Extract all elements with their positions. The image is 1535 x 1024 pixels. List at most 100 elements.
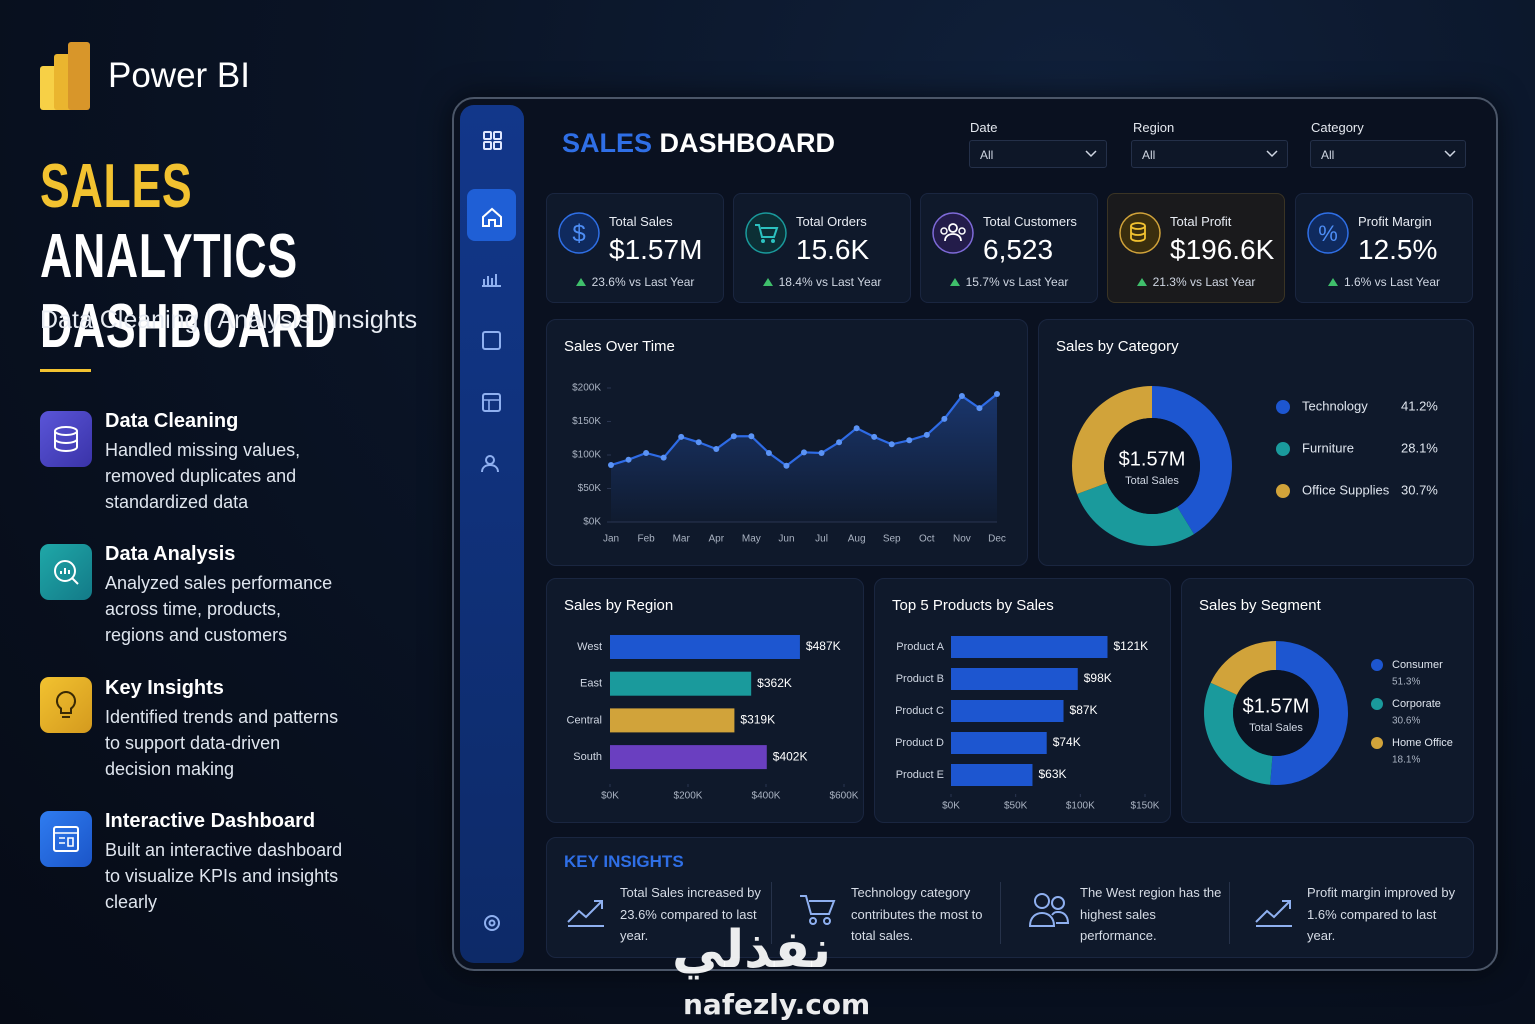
data-label: $362K — [757, 676, 792, 690]
kpi-change: 23.6% vs Last Year — [591, 275, 695, 289]
donut-segment — [1152, 386, 1232, 535]
legend-dot — [1276, 400, 1290, 414]
insight-icon — [1028, 893, 1070, 927]
filter-label: Category — [1311, 120, 1364, 135]
power-bi-logo — [40, 42, 90, 110]
chart-panel: Sales by Region $0K $200K $400K $600K West $48… — [546, 578, 864, 823]
point — [608, 462, 614, 469]
hero-title-highlight: SALES — [40, 152, 193, 221]
x-tick-label: Oct — [919, 534, 935, 545]
y-tick-label: Product E — [896, 769, 944, 781]
filter-value: All — [1321, 148, 1335, 162]
x-tick-label: $100K — [1066, 801, 1095, 812]
insight-icon — [800, 895, 836, 925]
chart-title: Sales by Category — [1056, 338, 1179, 355]
feature-text: Built an interactive dashboard to visual… — [105, 840, 343, 912]
kpi-value: $196.6K — [1170, 234, 1275, 265]
x-tick-label: Mar — [673, 534, 691, 545]
x-tick-label: Feb — [637, 534, 655, 545]
legend-value: 51.3% — [1392, 677, 1420, 688]
point — [765, 449, 772, 456]
point — [643, 449, 650, 456]
y-tick-label: West — [577, 641, 602, 653]
point — [748, 433, 755, 440]
point — [958, 393, 965, 400]
kpi-card: Total Customers 6,523 15.7% vs Last Year — [920, 193, 1098, 303]
insight-icon — [567, 900, 604, 927]
y-tick-label: Product B — [896, 673, 944, 685]
point — [818, 449, 825, 456]
x-tick-label: Jan — [603, 534, 619, 545]
point — [678, 433, 685, 440]
data-label: $487K — [806, 639, 841, 653]
y-tick-label: Product D — [895, 737, 944, 749]
legend-dot — [1371, 698, 1383, 710]
x-tick-label: Aug — [848, 534, 866, 545]
bar — [610, 635, 800, 659]
y-tick-label: South — [573, 751, 602, 763]
center-label: Total Sales — [1249, 722, 1303, 734]
center-label: Total Sales — [1125, 475, 1179, 487]
filter-dropdown[interactable]: All — [1131, 140, 1288, 168]
filter-value: All — [1142, 148, 1156, 162]
sidebar-icons — [467, 131, 516, 931]
kpi-card: % Profit Margin 12.5% 1.6% vs Last Year — [1295, 193, 1473, 303]
legend-label: Home Office — [1392, 737, 1453, 749]
x-tick-label: Dec — [988, 534, 1006, 545]
nav-home[interactable] — [467, 189, 516, 241]
filter-dropdown[interactable]: All — [1310, 140, 1466, 168]
x-tick-label: $200K — [674, 791, 703, 802]
chart-panel: Sales by Segment Consumer 51.3% Corporate 30… — [1181, 578, 1474, 823]
x-tick-label: $0K — [942, 801, 960, 812]
kpi-label: Total Sales — [609, 214, 673, 229]
legend-value: 18.1% — [1392, 755, 1420, 766]
kpi-value: $1.57M — [609, 234, 703, 265]
insight-text: Profit margin improved by 1.6% compared … — [1307, 885, 1456, 943]
bar — [951, 700, 1064, 722]
y-tick-label: $0K — [583, 517, 601, 528]
bar — [610, 745, 767, 770]
point — [660, 454, 667, 461]
bar — [610, 708, 735, 733]
kpi-label: Total Orders — [796, 214, 867, 229]
center-value: $1.57M — [1119, 448, 1186, 470]
line-chart: Sales Over Time $0K $50K $100K $150K $200K Jan… — [564, 338, 1006, 545]
data-label: $121K — [1113, 639, 1148, 653]
legend-value: 30.6% — [1392, 716, 1420, 727]
filter-dropdown[interactable]: All — [969, 140, 1107, 168]
point — [888, 441, 895, 448]
point — [976, 405, 983, 412]
kpi-value: 6,523 — [983, 234, 1054, 265]
filter-label: Date — [970, 120, 998, 135]
hero-title: SALES ANALYTICS DASHBOARD — [40, 152, 443, 362]
donut-segment — [1077, 482, 1195, 546]
chart-title: Sales Over Time — [564, 338, 675, 355]
data-label: $74K — [1053, 735, 1081, 749]
legend-value: 41.2% — [1401, 398, 1438, 413]
y-tick-label: Product A — [896, 641, 944, 653]
feature-icon — [40, 811, 92, 867]
hero-subtitle: Data Cleaning | Analysis | Insights — [40, 306, 418, 334]
x-tick-label: Sep — [883, 534, 901, 545]
kpi-card: $ Total Sales $1.57M 23.6% vs Last Year — [546, 193, 724, 303]
chart-title: Sales by Segment — [1199, 597, 1322, 614]
bar — [951, 668, 1078, 690]
y-tick-label: $50K — [578, 483, 602, 494]
feature-icon — [40, 544, 92, 600]
divider — [1229, 882, 1230, 944]
divider — [771, 882, 772, 944]
divider — [1000, 882, 1001, 944]
point — [923, 431, 930, 438]
chart-panel: Sales Over Time $0K $50K $100K $150K $200K Jan… — [546, 319, 1028, 566]
svg-text:$: $ — [572, 220, 585, 247]
x-tick-label: Apr — [708, 534, 724, 545]
data-label: $98K — [1084, 671, 1112, 685]
legend-value: 30.7% — [1401, 482, 1438, 497]
insights-title: KEY INSIGHTS — [564, 852, 684, 871]
kpi-change: 21.3% vs Last Year — [1152, 275, 1256, 289]
x-tick-label: $400K — [752, 791, 781, 802]
kpi-label: Total Customers — [983, 214, 1077, 229]
feature-title: Interactive Dashboard — [105, 810, 316, 832]
bar — [610, 671, 752, 696]
divider — [40, 369, 91, 372]
